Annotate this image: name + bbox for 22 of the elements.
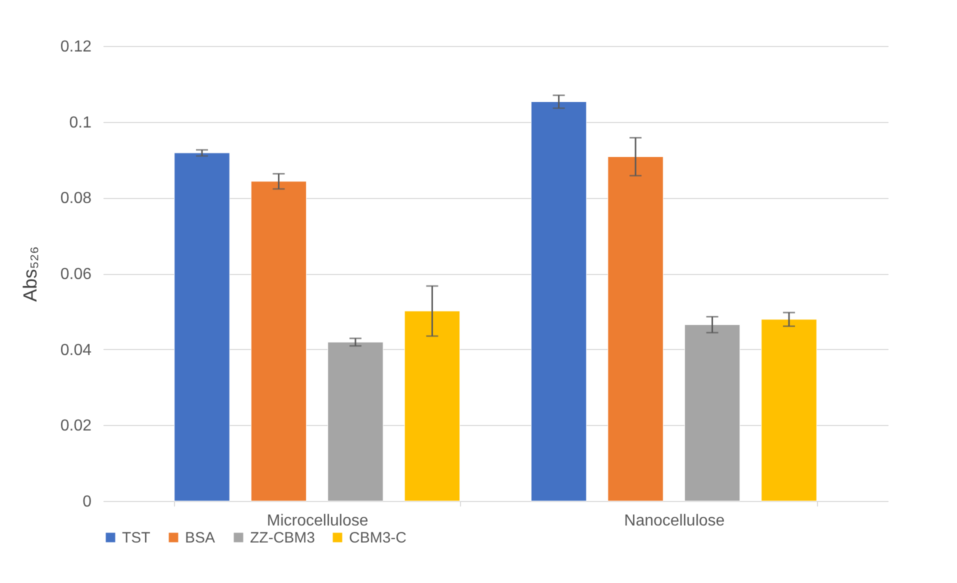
bar bbox=[608, 156, 664, 502]
y-tick-label: 0 bbox=[82, 494, 92, 510]
x-tick-label: Nanocellulose bbox=[624, 512, 725, 530]
y-tick-label: 0.02 bbox=[60, 418, 92, 435]
y-tick-label: 0.12 bbox=[60, 38, 92, 56]
y-axis-title: Abs₅₂₆ bbox=[20, 246, 42, 302]
legend-label: TST bbox=[122, 530, 150, 547]
legend-label: BSA bbox=[185, 530, 216, 547]
bar bbox=[761, 319, 817, 502]
bar bbox=[530, 101, 587, 502]
x-tick-label: Microcellulose bbox=[266, 512, 368, 530]
bar bbox=[404, 310, 460, 502]
y-tick-label: 0.06 bbox=[60, 266, 92, 283]
bar bbox=[684, 324, 740, 502]
y-tick-label: 0.1 bbox=[69, 114, 92, 132]
legend-label: CBM3-C bbox=[349, 530, 407, 547]
y-tick-label: 0.08 bbox=[60, 190, 92, 208]
bar bbox=[174, 152, 230, 502]
bar bbox=[250, 181, 307, 502]
bar bbox=[328, 342, 384, 502]
legend-label: ZZ-CBM3 bbox=[250, 530, 315, 547]
y-tick-label: 0.04 bbox=[60, 342, 92, 359]
